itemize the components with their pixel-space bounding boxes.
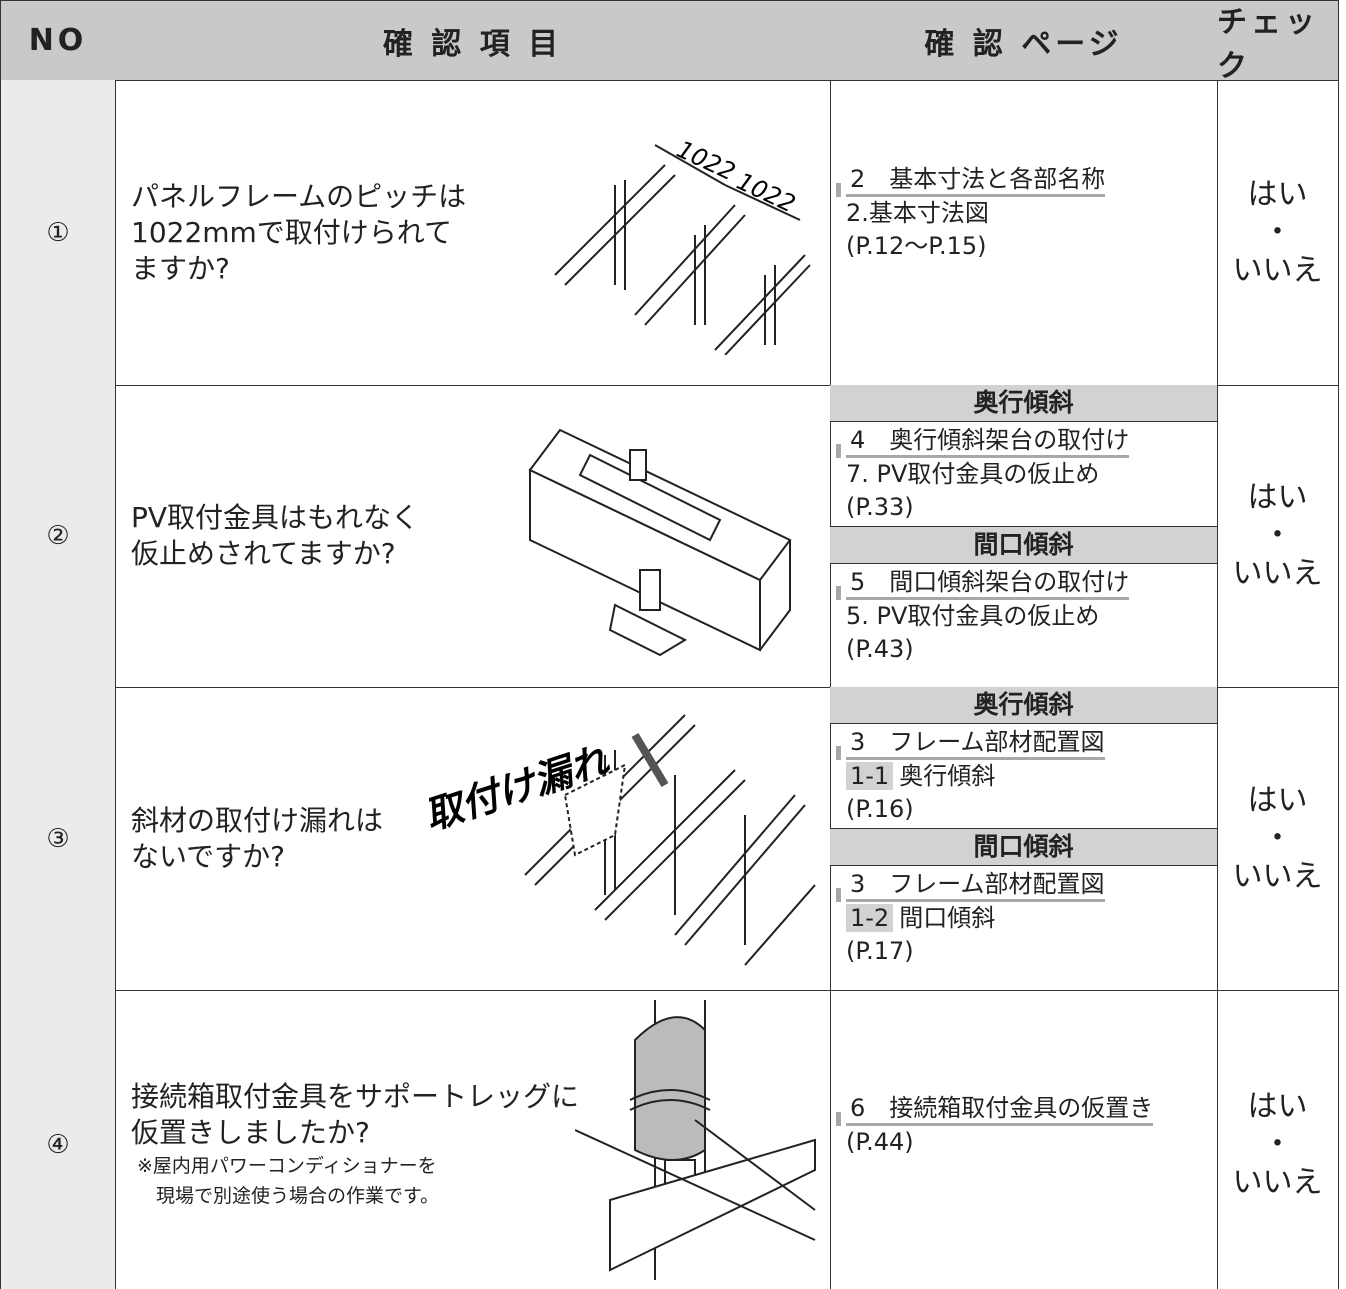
ref-row: 4 奥行傾斜架台の取付け bbox=[835, 424, 1201, 458]
check-option: ・ bbox=[1262, 820, 1293, 856]
chapter-ref: 4 奥行傾斜架台の取付け bbox=[835, 425, 1130, 458]
check-cell: はい・いいえ bbox=[1217, 80, 1339, 386]
figure-diagonal-member: 取付け漏れ bbox=[425, 714, 816, 966]
item-line: 仮置きしましたか? bbox=[131, 1116, 370, 1149]
sub-text: 間口傾斜 bbox=[899, 904, 996, 932]
check-option: ・ bbox=[1262, 214, 1293, 250]
page-line: (P.17) bbox=[846, 937, 914, 965]
page-block: 6 接続箱取付金具の仮置き (P.44) bbox=[830, 1090, 1217, 1161]
page-line: 5. PV取付金具の仮止め bbox=[846, 602, 1100, 630]
check-option: はい bbox=[1247, 782, 1308, 818]
check-option: はい bbox=[1247, 480, 1308, 515]
item-note: ※屋内用パワーコンディショナーを bbox=[137, 1155, 437, 1177]
no-cell: ② bbox=[0, 385, 116, 688]
chapter-ref: 3 フレーム部材配置図 bbox=[836, 869, 1105, 902]
page-cell: 2 基本寸法と各部名称 2.基本寸法図 (P.12〜P.15) bbox=[830, 80, 1218, 386]
ref-row: 3 フレーム部材配置図 bbox=[836, 868, 1201, 902]
page-cell: 奥行傾斜 4 奥行傾斜架台の取付け 7. PV取付金具の仮止め (P.33) 間口傾斜 5… bbox=[830, 385, 1218, 688]
page-block: 3 フレーム部材配置図 1-1 奥行傾斜 (P.16) bbox=[830, 724, 1217, 828]
header-text: 確 認 項 目 bbox=[382, 26, 563, 62]
item-line: PV取付金具はもれなく bbox=[131, 501, 420, 534]
check-option: いいえ bbox=[1232, 858, 1323, 894]
check-option: はい bbox=[1247, 1089, 1308, 1124]
item-line: ないですか? bbox=[131, 839, 286, 873]
check-cell: はい・いいえ bbox=[1217, 990, 1339, 1289]
check-option: いいえ bbox=[1232, 556, 1323, 591]
check-cell: はい・いいえ bbox=[1217, 385, 1339, 688]
figure-frame-pitch: 1022 1022 bbox=[554, 135, 811, 355]
ref-row: 3 フレーム部材配置図 bbox=[836, 726, 1201, 760]
dimension-label: 1022 bbox=[732, 167, 799, 218]
header-cell: チェック bbox=[1217, 0, 1339, 84]
check-option: ・ bbox=[1262, 518, 1293, 553]
page-line: (P.44) bbox=[846, 1127, 914, 1156]
section-label: 奥行傾斜 bbox=[830, 687, 1217, 724]
check-cell: はい・いいえ bbox=[1217, 687, 1339, 991]
header-cell: 確 認 項 目 bbox=[115, 0, 831, 81]
figure-pv-bracket bbox=[528, 428, 792, 657]
page-block: 5 間口傾斜架台の取付け 5. PV取付金具の仮止め (P.43) bbox=[830, 564, 1217, 668]
chapter-ref: 6 接続箱取付金具の仮置き bbox=[835, 1093, 1154, 1126]
no-cell: ④ bbox=[0, 990, 116, 1289]
figure-junction-box bbox=[575, 1000, 816, 1280]
page-line: (P.33) bbox=[846, 493, 914, 521]
chapter-ref: 3 フレーム部材配置図 bbox=[836, 727, 1105, 760]
sub-tag: 1-2 bbox=[846, 904, 894, 932]
ref-row: 5 間口傾斜架台の取付け bbox=[835, 566, 1201, 600]
sub-tag: 1-1 bbox=[846, 762, 894, 790]
sub-ref: 1-1 奥行傾斜 bbox=[846, 760, 1201, 793]
no-cell: ① bbox=[0, 80, 116, 386]
item-line: 仮止めされてますか? bbox=[131, 537, 396, 570]
check-option: ・ bbox=[1262, 1127, 1293, 1162]
ref-row: 2 基本寸法と各部名称 bbox=[835, 163, 1201, 197]
page-line: (P.12〜P.15) bbox=[846, 231, 987, 260]
page-line: 7. PV取付金具の仮止め bbox=[846, 460, 1100, 488]
item-note: 現場で別途使う場合の作業です。 bbox=[137, 1185, 440, 1207]
item-cell: PV取付金具はもれなく 仮止めされてますか? bbox=[115, 385, 831, 688]
item-line: 斜材の取付け漏れは bbox=[131, 803, 384, 837]
row-number: ① bbox=[46, 217, 70, 248]
row-number: ② bbox=[46, 521, 70, 551]
page-cell: 6 接続箱取付金具の仮置き (P.44) bbox=[830, 990, 1218, 1289]
sub-text: 奥行傾斜 bbox=[899, 762, 996, 790]
no-cell: ③ bbox=[0, 687, 116, 991]
item-cell: パネルフレームのピッチは 1022mmで取付けられて ますか? bbox=[115, 80, 831, 386]
item-cell: 接続箱取付金具をサポートレッグに 仮置きしましたか? ※屋内用パワーコンディショナー… bbox=[115, 990, 831, 1289]
row-number: ④ bbox=[46, 1130, 70, 1160]
page-block: 4 奥行傾斜架台の取付け 7. PV取付金具の仮止め (P.33) bbox=[830, 422, 1217, 526]
page-block: 2 基本寸法と各部名称 2.基本寸法図 (P.12〜P.15) bbox=[830, 161, 1217, 265]
header-cell: NO bbox=[0, 0, 116, 81]
header-text: NO bbox=[28, 23, 88, 58]
page-line: (P.16) bbox=[846, 795, 914, 823]
item-line: パネルフレームのピッチは bbox=[131, 179, 467, 213]
header-text: チェック bbox=[1217, 4, 1319, 84]
check-option: いいえ bbox=[1232, 1165, 1323, 1200]
sub-ref: 1-2 間口傾斜 bbox=[846, 902, 1201, 935]
item-line: 1022mmで取付けられて bbox=[131, 215, 452, 249]
ref-row: 6 接続箱取付金具の仮置き bbox=[835, 1092, 1201, 1126]
item-line: ますか? bbox=[131, 251, 230, 285]
section-label: 奥行傾斜 bbox=[830, 385, 1217, 422]
check-option: いいえ bbox=[1232, 252, 1323, 288]
page-block: 3 フレーム部材配置図 1-2 間口傾斜 (P.17) bbox=[830, 866, 1217, 970]
check-option: はい bbox=[1247, 176, 1308, 212]
section-label: 間口傾斜 bbox=[830, 828, 1217, 866]
page-cell: 奥行傾斜 3 フレーム部材配置図 1-1 奥行傾斜 (P.16) 間口傾斜 3 フレーム部材… bbox=[830, 687, 1218, 991]
header-cell: 確 認 ページ bbox=[830, 0, 1218, 81]
dimension-label: 1022 bbox=[672, 135, 739, 186]
row-number: ③ bbox=[46, 823, 70, 854]
page-line: (P.43) bbox=[846, 635, 914, 663]
page-line: 2.基本寸法図 bbox=[846, 198, 989, 227]
chapter-ref: 5 間口傾斜架台の取付け bbox=[835, 567, 1130, 600]
item-line: 接続箱取付金具をサポートレッグに bbox=[131, 1080, 580, 1113]
section-label: 間口傾斜 bbox=[830, 526, 1217, 564]
header-text: 確 認 ページ bbox=[924, 26, 1123, 62]
chapter-ref: 2 基本寸法と各部名称 bbox=[835, 164, 1106, 197]
